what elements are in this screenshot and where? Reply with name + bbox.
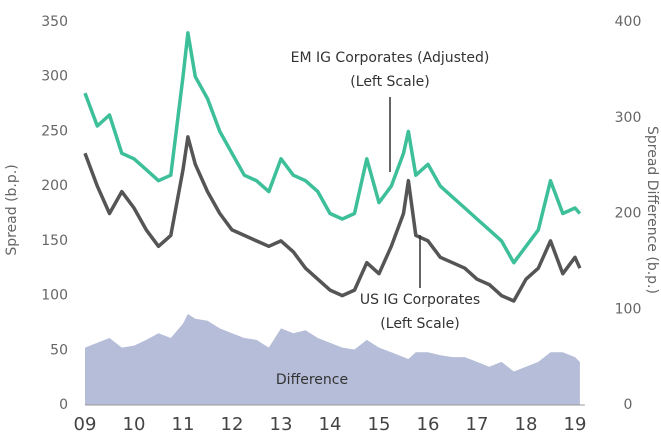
x-tick-label: 10 <box>123 414 146 435</box>
annotation: (Left Scale) <box>350 74 429 90</box>
x-tick-label: 15 <box>368 414 391 435</box>
x-tick-label: 17 <box>466 414 489 435</box>
x-tick-label: 19 <box>564 414 587 435</box>
y-tick-label: 350 <box>41 14 68 30</box>
y2-axis-label: Spread Difference (b.p.) <box>644 126 660 294</box>
y2-tick-label: 200 <box>615 206 642 222</box>
annotation: EM IG Corporates (Adjusted) <box>291 50 490 66</box>
x-tick-label: 13 <box>270 414 293 435</box>
y2-tick-label: 100 <box>615 301 642 317</box>
x-tick-label: 09 <box>74 414 97 435</box>
annotation: Difference <box>276 372 348 388</box>
y2-tick-label: 0 <box>624 397 633 413</box>
x-tick-label: 16 <box>417 414 440 435</box>
y-tick-label: 150 <box>41 233 68 249</box>
y-tick-label: 250 <box>41 123 68 139</box>
y-tick-label: 300 <box>41 69 68 85</box>
difference-area <box>85 314 580 405</box>
series-line <box>83 135 582 303</box>
x-tick-label: 11 <box>172 414 195 435</box>
annotation: (Left Scale) <box>380 316 459 332</box>
y-tick-label: 100 <box>41 288 68 304</box>
plot <box>83 31 582 405</box>
x-tick-label: 14 <box>319 414 342 435</box>
x-tick-label: 12 <box>221 414 244 435</box>
y2-tick-label: 300 <box>615 110 642 126</box>
y-tick-label: 200 <box>41 178 68 194</box>
y-tick-label: 0 <box>59 397 68 413</box>
annotation: US IG Corporates <box>360 292 480 308</box>
y2-tick-label: 400 <box>615 14 642 30</box>
y-tick-label: 50 <box>50 342 68 358</box>
x-tick-label: 18 <box>515 414 538 435</box>
series-line <box>83 31 582 265</box>
y-axis-label: Spread (b.p.) <box>4 164 20 255</box>
